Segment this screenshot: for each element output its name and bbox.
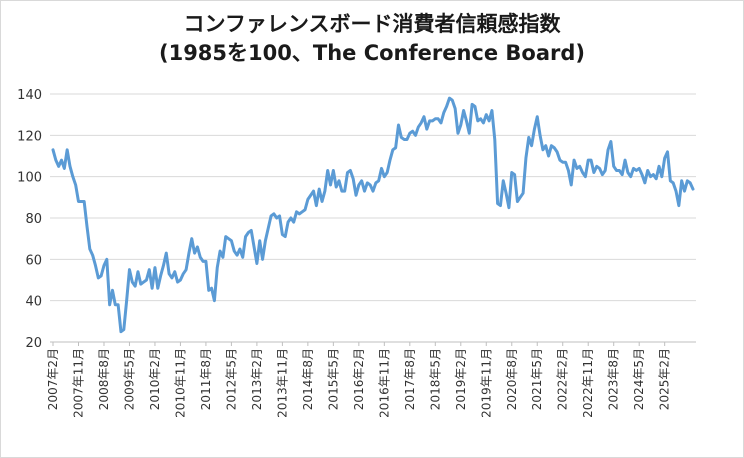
y-tick-label: 60 bbox=[25, 253, 42, 268]
title-line-1: コンファレンスボード消費者信頼感指数 bbox=[183, 12, 561, 36]
x-tick-label: 2016年2月 bbox=[352, 348, 366, 410]
chart-title: コンファレンスボード消費者信頼感指数 (1985を100、The Confere… bbox=[0, 10, 744, 68]
y-axis-ticks: 20 40 60 80 100 120 140 bbox=[17, 88, 42, 351]
x-tick-label: 2009年5月 bbox=[122, 348, 136, 410]
x-tick-label: 2021年5月 bbox=[530, 348, 544, 410]
series-line bbox=[51, 96, 695, 334]
x-tick-label: 2017年8月 bbox=[403, 348, 417, 410]
y-tick-label: 120 bbox=[17, 129, 42, 144]
x-tick-label: 2008年8月 bbox=[97, 348, 111, 410]
x-tick-label: 2010年11月 bbox=[173, 348, 187, 418]
x-tick-label: 2007年11月 bbox=[71, 348, 85, 418]
x-tick-label: 2010年2月 bbox=[148, 348, 162, 410]
x-tick-label: 2015年5月 bbox=[326, 348, 340, 410]
x-tick-label: 2020年8月 bbox=[505, 348, 519, 410]
x-tick-label: 2022年2月 bbox=[556, 348, 570, 410]
y-tick-label: 40 bbox=[25, 295, 42, 310]
x-tick-label: 2016年11月 bbox=[377, 348, 391, 418]
y-tick-label: 140 bbox=[17, 88, 42, 103]
x-tick-label: 2019年2月 bbox=[454, 348, 468, 410]
x-tick-label: 2022年11月 bbox=[581, 348, 595, 418]
x-tick-label: 2013年2月 bbox=[250, 348, 264, 410]
x-tick-label: 2025年2月 bbox=[658, 348, 672, 410]
title-line-2: (1985を100、The Conference Board) bbox=[158, 41, 586, 65]
x-tick-label: 2013年11月 bbox=[275, 348, 289, 418]
y-tick-label: 80 bbox=[25, 212, 42, 227]
x-tick-label: 2023年8月 bbox=[607, 348, 621, 410]
x-tick-label: 2024年5月 bbox=[632, 348, 646, 410]
x-tick-label: 2007年2月 bbox=[46, 348, 60, 410]
x-tick-label: 2011年8月 bbox=[199, 348, 213, 410]
x-tick-label: 2012年5月 bbox=[224, 348, 238, 410]
x-tick-label: 2019年11月 bbox=[479, 348, 493, 418]
x-tick-label: 2018年5月 bbox=[428, 348, 442, 410]
y-tick-label: 20 bbox=[25, 336, 42, 351]
y-tick-label: 100 bbox=[17, 171, 42, 186]
x-axis-ticks: 2007年2月 2007年11月 2008年8月 2009年5月 2010年2月 2010… bbox=[46, 342, 672, 418]
gridlines bbox=[50, 93, 696, 302]
x-tick-label: 2014年8月 bbox=[301, 348, 315, 410]
